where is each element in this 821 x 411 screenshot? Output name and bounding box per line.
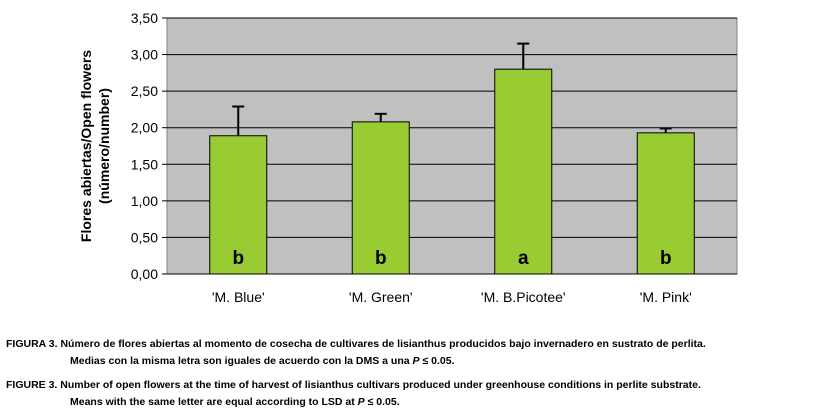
bar	[636, 132, 695, 275]
x-tick-label: 'M. Blue'	[212, 289, 265, 305]
y-axis-ticks: 0,00 0,50 1,00 1,50 2,00 2,50 3,00 3,50	[131, 10, 167, 282]
bar-chart: 0,00 0,50 1,00 1,50 2,00 2,50 3,00 3,50 b b a b 'M…	[78, 10, 738, 305]
caption-es-line1: Número de flores abiertas al momento de …	[60, 338, 706, 350]
y-tick-label: 1,50	[131, 156, 158, 172]
significance-letter: b	[375, 248, 387, 269]
significance-letter: b	[232, 248, 244, 269]
caption-es-label: FIGURA 3.	[6, 338, 58, 350]
x-tick-label: 'M. Green'	[349, 289, 413, 305]
bar	[209, 135, 268, 275]
caption-en-threshold: ≤ 0.05.	[367, 396, 400, 408]
caption-en-line1: Number of open flowers at the time of ha…	[60, 379, 701, 391]
y-axis-title-line1: Flores abiertas/Open flowers	[78, 50, 94, 242]
y-tick-label: 3,00	[131, 47, 158, 63]
y-tick-label: 0,50	[131, 229, 158, 245]
y-tick-label: 2,00	[131, 120, 158, 136]
y-tick-label: 0,00	[131, 266, 158, 282]
caption-es-threshold: ≤ 0.05.	[422, 355, 455, 367]
y-axis-title-line2: (número/number)	[96, 88, 112, 204]
caption-es-line2: Medias con la misma letra son iguales de…	[70, 355, 410, 367]
x-tick-label: 'M. Pink'	[640, 289, 692, 305]
caption-en-p: P	[357, 396, 365, 408]
caption-spanish: FIGURA 3. Número de flores abiertas al m…	[6, 336, 706, 370]
y-tick-label: 3,50	[131, 10, 158, 26]
bar	[351, 121, 410, 275]
caption-en-line2: Means with the same letter are equal acc…	[70, 396, 355, 408]
bar	[494, 68, 553, 275]
x-axis-labels: 'M. Blue' 'M. Green' 'M. B.Picotee' 'M. Pin…	[212, 289, 692, 305]
significance-letter: a	[518, 248, 529, 269]
caption-es-p: P	[412, 355, 420, 367]
y-tick-label: 2,50	[131, 83, 158, 99]
y-tick-label: 1,00	[131, 193, 158, 209]
caption-en-label: FIGURE 3.	[6, 379, 58, 391]
x-tick-label: 'M. B.Picotee'	[481, 289, 566, 305]
significance-letter: b	[660, 248, 672, 269]
caption-english: FIGURE 3. Number of open flowers at the …	[6, 377, 701, 411]
